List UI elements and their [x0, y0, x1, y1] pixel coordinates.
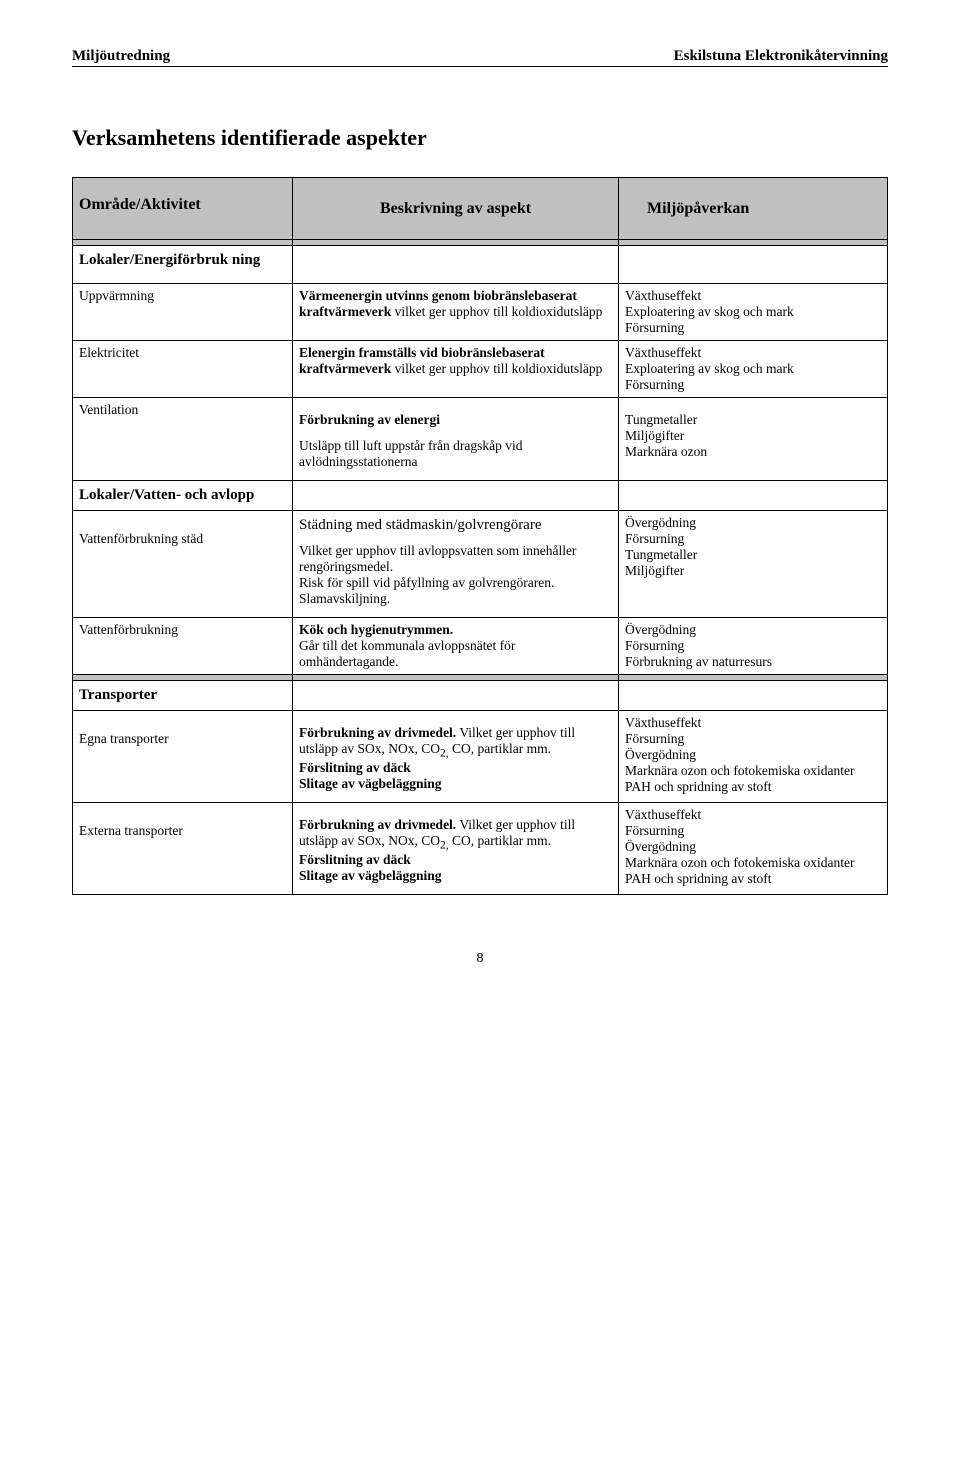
impact-line: Växthuseffekt [625, 345, 881, 361]
impact-line: Övergödning [625, 839, 881, 855]
desc-text: Vilket ger upphov till avloppsvatten som… [299, 543, 612, 607]
impact-line: Marknära ozon och fotokemiska oxidanter [625, 855, 881, 871]
desc-text: vilket ger upphov till koldioxidutsläpp [395, 361, 603, 376]
desc-bold: Kök och hygienutrymmen. [299, 622, 453, 637]
subscript: 2, [440, 748, 449, 760]
impact-line: PAH och spridning av stoft [625, 779, 881, 795]
desc-bold: Förbrukning av elenergi [299, 412, 612, 428]
desc-cell: Värmeenergin utvinns genom biobränslebas… [293, 284, 619, 341]
desc-text: CO, partiklar mm. [449, 741, 551, 756]
desc-cell: Förbrukning av drivmedel. Vilket ger upp… [293, 802, 619, 894]
desc-bold: Förbrukning av drivmedel. [299, 817, 456, 832]
impact-cell: Övergödning Försurning Tungmetaller Milj… [619, 511, 888, 618]
impact-line: Tungmetaller [625, 547, 881, 563]
page-header: Miljöutredning Eskilstuna Elektronikåter… [72, 48, 888, 65]
page-number: 8 [72, 951, 888, 967]
impact-cell: Övergödning Försurning Förbrukning av na… [619, 618, 888, 675]
impact-line: PAH och spridning av stoft [625, 871, 881, 887]
impact-line: Tungmetaller [625, 412, 881, 428]
desc-bold: Slitage av vägbeläggning [299, 868, 442, 883]
impact-line: Övergödning [625, 747, 881, 763]
impact-line: Exploatering av skog och mark [625, 361, 881, 377]
col-header-desc: Beskrivning av aspekt [293, 178, 619, 240]
desc-bold: Förslitning av däck [299, 852, 411, 867]
desc-text: Utsläpp till luft uppstår från dragskåp … [299, 438, 612, 470]
impact-cell: Växthuseffekt Försurning Övergödning Mar… [619, 711, 888, 803]
area-cell: Vattenförbrukning [73, 618, 293, 675]
impact-line: Växthuseffekt [625, 288, 881, 304]
subscript: 2, [440, 840, 449, 852]
group3-heading-row: Transporter [73, 681, 888, 711]
header-right: Eskilstuna Elektronikåtervinning [674, 48, 888, 65]
impact-line: Exploatering av skog och mark [625, 304, 881, 320]
impact-line: Försurning [625, 377, 881, 393]
group1-heading-row: Lokaler/Energiförbruk ning [73, 246, 888, 284]
header-rule [72, 66, 888, 67]
impact-line: Försurning [625, 731, 881, 747]
impact-line: Förbrukning av naturresurs [625, 654, 881, 670]
desc-title: Städning med städmaskin/golvrengörare [299, 515, 612, 535]
impact-line: Försurning [625, 638, 881, 654]
table-row: Uppvärmning Värmeenergin utvinns genom b… [73, 284, 888, 341]
impact-line: Växthuseffekt [625, 715, 881, 731]
table-row: Egna transporter Förbrukning av drivmede… [73, 711, 888, 803]
impact-line: Marknära ozon [625, 444, 881, 460]
area-cell: Egna transporter [73, 711, 293, 803]
impact-line: Miljögifter [625, 563, 881, 579]
desc-bold: Förbrukning av drivmedel. [299, 725, 456, 740]
desc-text: CO, partiklar mm. [449, 833, 551, 848]
impact-line: Växthuseffekt [625, 807, 881, 823]
desc-cell: Städning med städmaskin/golvrengörare Vi… [293, 511, 619, 618]
impact-line: Övergödning [625, 622, 881, 638]
group2-heading-row: Lokaler/Vatten- och avlopp [73, 481, 888, 511]
table-row: Vattenförbrukning Kök och hygienutrymmen… [73, 618, 888, 675]
group3-heading: Transporter [73, 681, 293, 711]
table-header-row: Område/Aktivitet Beskrivning av aspekt M… [73, 178, 888, 240]
area-cell: Ventilation [73, 398, 293, 481]
table-row: Ventilation Förbrukning av elenergi Utsl… [73, 398, 888, 481]
desc-text: Går till det kommunala avloppsnätet för … [299, 638, 515, 669]
aspects-table: Område/Aktivitet Beskrivning av aspekt M… [72, 177, 888, 895]
col-header-impact: Miljöpåverkan [619, 178, 888, 240]
table-row: Elektricitet Elenergin framställs vid bi… [73, 341, 888, 398]
section-title: Verksamhetens identifierade aspekter [72, 125, 888, 151]
impact-line: Övergödning [625, 515, 881, 531]
col-header-area: Område/Aktivitet [73, 178, 293, 240]
impact-cell: Tungmetaller Miljögifter Marknära ozon [619, 398, 888, 481]
desc-cell: Elenergin framställs vid biobränslebaser… [293, 341, 619, 398]
desc-cell: Kök och hygienutrymmen. Går till det kom… [293, 618, 619, 675]
impact-line: Marknära ozon och fotokemiska oxidanter [625, 763, 881, 779]
area-cell: Elektricitet [73, 341, 293, 398]
desc-text: vilket ger upphov till koldioxidutsläpp [395, 304, 603, 319]
impact-line: Miljögifter [625, 428, 881, 444]
desc-bold: Förslitning av däck [299, 760, 411, 775]
impact-cell: Växthuseffekt Exploatering av skog och m… [619, 284, 888, 341]
impact-line: Försurning [625, 320, 881, 336]
header-left: Miljöutredning [72, 48, 170, 65]
table-row: Externa transporter Förbrukning av drivm… [73, 802, 888, 894]
desc-cell: Förbrukning av elenergi Utsläpp till luf… [293, 398, 619, 481]
area-cell: Externa transporter [73, 802, 293, 894]
desc-bold: Slitage av vägbeläggning [299, 776, 442, 791]
area-cell: Vattenförbrukning städ [73, 511, 293, 618]
area-cell: Uppvärmning [73, 284, 293, 341]
group1-heading: Lokaler/Energiförbruk ning [73, 246, 293, 284]
impact-line: Försurning [625, 823, 881, 839]
group2-heading: Lokaler/Vatten- och avlopp [73, 481, 293, 511]
table-row: Vattenförbrukning städ Städning med städ… [73, 511, 888, 618]
impact-cell: Växthuseffekt Exploatering av skog och m… [619, 341, 888, 398]
impact-cell: Växthuseffekt Försurning Övergödning Mar… [619, 802, 888, 894]
impact-line: Försurning [625, 531, 881, 547]
desc-cell: Förbrukning av drivmedel. Vilket ger upp… [293, 711, 619, 803]
